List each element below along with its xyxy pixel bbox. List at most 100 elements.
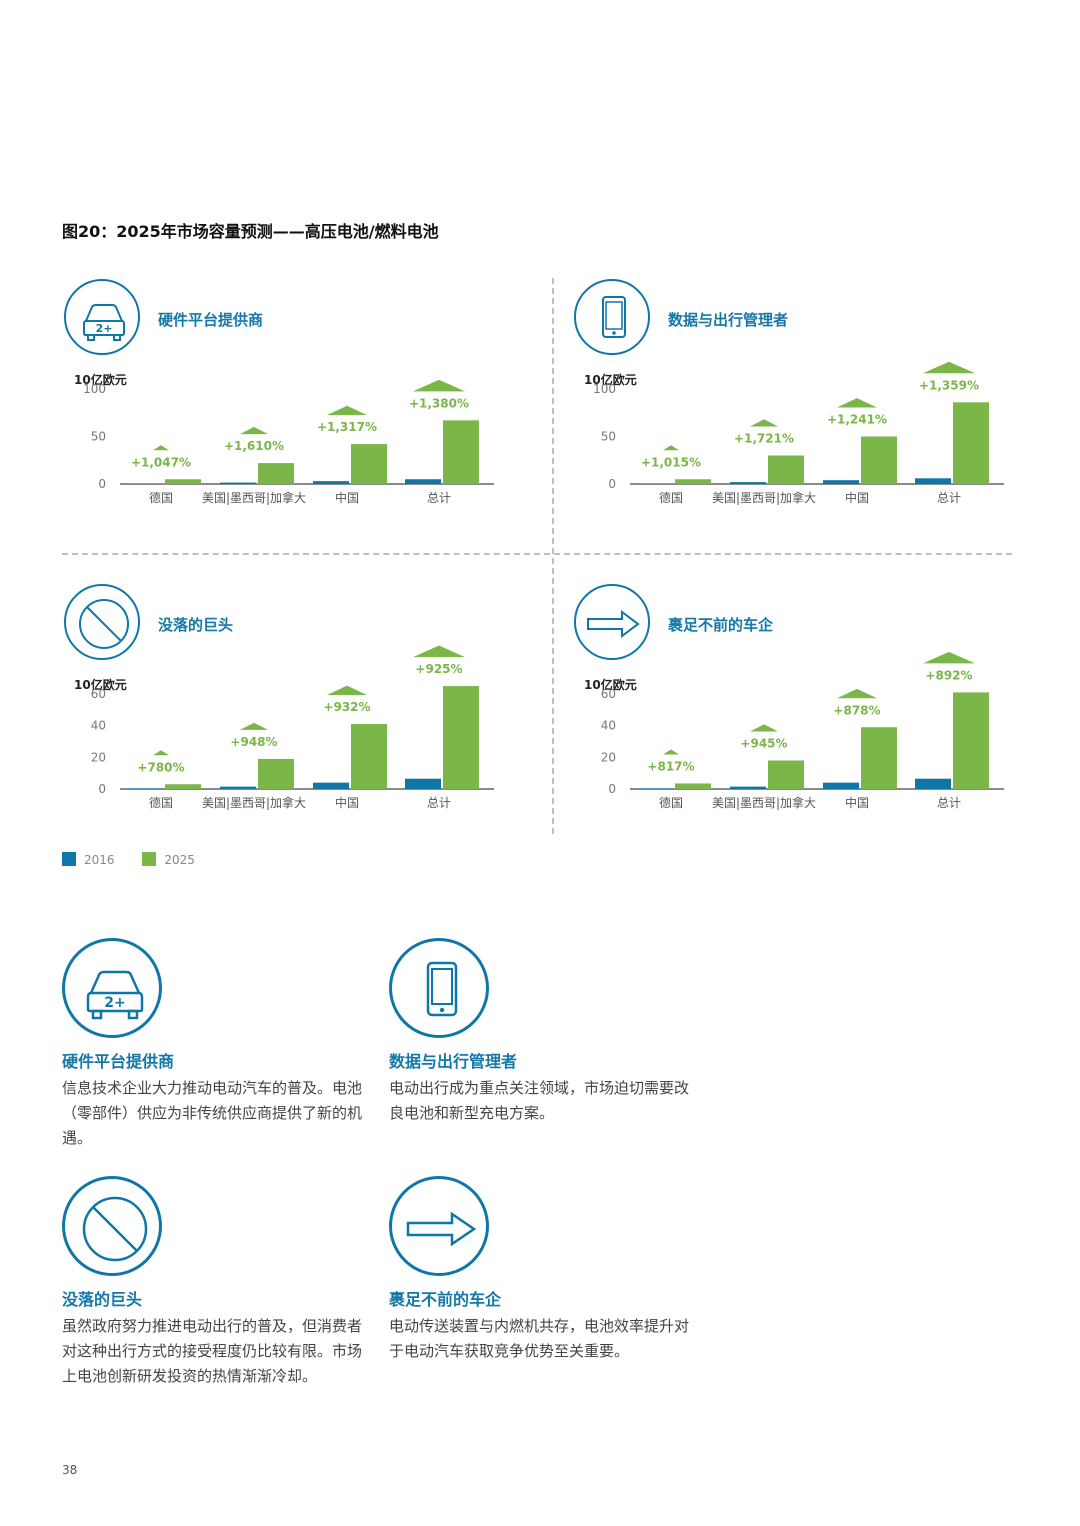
y-unit-label: 10亿欧元 — [74, 373, 127, 387]
smartphone-icon — [574, 279, 650, 355]
y-tick-label: 20 — [601, 750, 616, 764]
growth-label: +948% — [230, 735, 277, 749]
description-data-mobility: 数据与出行管理者 电动出行成为重点关注领域，市场迫切需要改良电池和新型充电方案。 — [389, 938, 689, 1126]
growth-triangle — [837, 688, 877, 699]
y-tick-label: 0 — [98, 782, 106, 796]
legend-item-2016: 2016 — [62, 852, 115, 867]
description-title: 硬件平台提供商 — [62, 1052, 175, 1071]
bar-2025 — [768, 760, 804, 789]
bar-2016 — [313, 782, 349, 789]
page-number: 38 — [62, 1463, 78, 1477]
growth-label: +1,047% — [131, 455, 191, 469]
growth-triangle — [923, 651, 975, 664]
growth-triangle — [153, 445, 169, 451]
bar-2025 — [351, 724, 387, 789]
x-tick-label: 中国 — [845, 490, 869, 505]
growth-triangle — [837, 398, 877, 408]
legend-swatch-2025 — [142, 852, 157, 866]
x-tick-label: 中国 — [845, 795, 869, 810]
bar-2025 — [258, 463, 294, 484]
description-title: 裹足不前的车企 — [389, 1290, 502, 1309]
bar-2025 — [165, 784, 201, 789]
bar-chart: 0 20 40 60 +817% 德国 +945% 美国|墨西哥|加拿大 +878% 中国 +892… — [601, 651, 1004, 810]
arrow-right-icon — [389, 1176, 489, 1276]
y-tick-label: 60 — [601, 687, 616, 701]
x-tick-label: 美国|墨西哥|加拿大 — [202, 795, 306, 810]
panel-title: 没落的巨头 — [158, 616, 234, 634]
panel-title: 硬件平台提供商 — [158, 311, 264, 329]
growth-triangle — [413, 645, 465, 658]
y-tick-label: 0 — [98, 477, 106, 491]
legend-item-2025: 2025 — [142, 852, 195, 867]
bar-2016 — [313, 481, 349, 484]
growth-label: +1,610% — [224, 439, 284, 453]
growth-label: +1,380% — [409, 396, 469, 410]
panel-title: 裹足不前的车企 — [668, 616, 774, 634]
growth-triangle — [413, 379, 465, 392]
x-tick-label: 总计 — [937, 491, 961, 505]
growth-label: +1,317% — [317, 420, 377, 434]
legend-label: 2016 — [84, 853, 115, 867]
x-tick-label: 总计 — [937, 796, 961, 810]
bar-2016 — [823, 480, 859, 484]
bar-2025 — [351, 444, 387, 484]
growth-label: +1,721% — [734, 432, 794, 446]
bar-chart: 0 50 100 +1,015% 德国 +1,721% 美国|墨西哥|加拿大 +1,241% 中… — [593, 361, 1004, 505]
x-tick-label: 美国|墨西哥|加拿大 — [712, 490, 816, 505]
legend-label: 2025 — [164, 853, 195, 867]
growth-label: +780% — [137, 760, 184, 774]
x-tick-label: 总计 — [427, 796, 451, 810]
prohibited-icon — [64, 584, 140, 660]
description-hardware: 2+ 硬件平台提供商 信息技术企业大力推动电动汽车的普及。电池（零部件）供应为非… — [62, 938, 362, 1151]
horizontal-divider — [62, 553, 1012, 555]
growth-label: +1,359% — [919, 378, 979, 392]
y-tick-label: 60 — [91, 687, 106, 701]
growth-triangle — [240, 722, 268, 730]
y-tick-label: 0 — [608, 782, 616, 796]
y-unit-label: 10亿欧元 — [584, 678, 637, 692]
bar-2016 — [730, 482, 766, 484]
growth-label: +1,241% — [827, 413, 887, 427]
growth-triangle — [750, 724, 778, 732]
y-tick-label: 100 — [593, 382, 616, 396]
bar-2025 — [675, 783, 711, 789]
bar-2016 — [405, 479, 441, 484]
x-tick-label: 德国 — [659, 795, 683, 810]
bar-2025 — [165, 479, 201, 484]
growth-triangle — [663, 749, 679, 755]
growth-triangle — [153, 750, 169, 756]
x-tick-label: 中国 — [335, 490, 359, 505]
growth-triangle — [327, 405, 367, 416]
bar-2025 — [861, 436, 897, 484]
smartphone-icon — [389, 938, 489, 1038]
x-tick-label: 美国|墨西哥|加拿大 — [712, 795, 816, 810]
bar-2025 — [953, 402, 989, 484]
y-tick-label: 100 — [83, 382, 106, 396]
bar-2016 — [823, 782, 859, 789]
growth-label: +945% — [740, 737, 787, 751]
growth-label: +932% — [323, 700, 370, 714]
y-unit-label: 10亿欧元 — [74, 678, 127, 692]
growth-label: +878% — [833, 703, 880, 717]
growth-triangle — [327, 685, 367, 696]
description-text: 信息技术企业大力推动电动汽车的普及。电池（零部件）供应为非传统供应商提供了新的机… — [62, 1079, 363, 1147]
description-title: 数据与出行管理者 — [389, 1052, 518, 1071]
bar-2016 — [915, 778, 951, 789]
x-tick-label: 德国 — [149, 490, 173, 505]
figure-title: 图20：2025年市场容量预测——高压电池/燃料电池 — [62, 222, 439, 241]
x-tick-label: 德国 — [659, 490, 683, 505]
y-tick-label: 0 — [608, 477, 616, 491]
car-2plus-icon: 2+ — [64, 279, 140, 355]
growth-triangle — [663, 445, 679, 451]
bar-2025 — [258, 758, 294, 789]
chart-legend: 2016 2025 — [62, 852, 219, 867]
bar-2016 — [405, 778, 441, 789]
growth-triangle — [240, 426, 268, 435]
bar-2025 — [675, 479, 711, 484]
growth-triangle — [923, 361, 975, 374]
y-tick-label: 50 — [601, 430, 616, 444]
x-tick-label: 德国 — [149, 795, 173, 810]
bar-chart: 0 20 40 60 +780% 德国 +948% 美国|墨西哥|加拿大 +932% 中国 +925… — [91, 645, 494, 810]
bar-2016 — [915, 478, 951, 484]
svg-text:2+: 2+ — [104, 995, 125, 1011]
